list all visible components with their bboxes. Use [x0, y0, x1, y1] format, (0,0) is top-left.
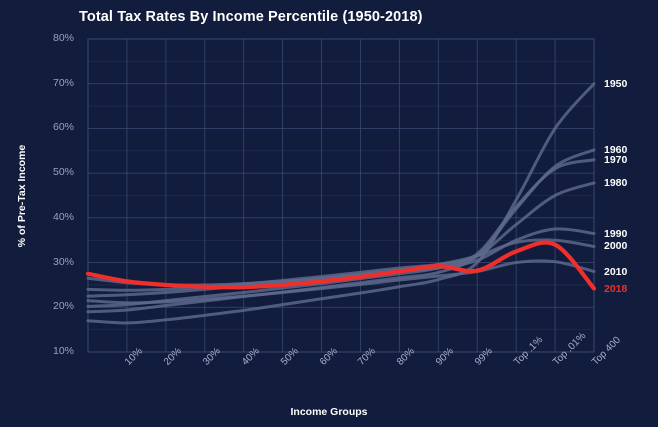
y-axis-tick-label: 50% — [52, 166, 74, 179]
y-axis-tick-label: 60% — [52, 121, 74, 134]
plot-frame — [87, 38, 595, 353]
series-lines — [85, 82, 597, 325]
series-line-1990 — [86, 227, 596, 287]
y-axis-tick-label: 30% — [52, 255, 74, 268]
series-end-label-2018: 2018 — [604, 282, 628, 295]
series-end-label-1980: 1980 — [604, 176, 628, 189]
series-line-2010 — [86, 259, 596, 305]
series-line-2018 — [85, 240, 597, 291]
series-end-label-1950: 1950 — [604, 77, 628, 90]
y-axis-tick-label: 70% — [52, 76, 74, 89]
series-end-label-1990: 1990 — [604, 227, 628, 240]
y-axis-tick-label: 40% — [52, 210, 74, 223]
series-end-label-1960: 1960 — [604, 143, 628, 156]
series-end-label-1970: 1970 — [604, 153, 628, 166]
series-end-label-2000: 2000 — [604, 240, 628, 253]
series-line-1950 — [86, 82, 596, 325]
y-axis-tick-label: 80% — [52, 32, 74, 44]
y-axis-tick-label: 20% — [52, 300, 74, 313]
y-axis-tick-label: 10% — [52, 345, 74, 357]
x-axis-title: Income Groups — [290, 406, 368, 418]
series-end-label-2010: 2010 — [604, 265, 628, 278]
series-line-2000 — [86, 238, 596, 292]
page-title: Total Tax Rates By Income Percentile (19… — [79, 9, 423, 25]
